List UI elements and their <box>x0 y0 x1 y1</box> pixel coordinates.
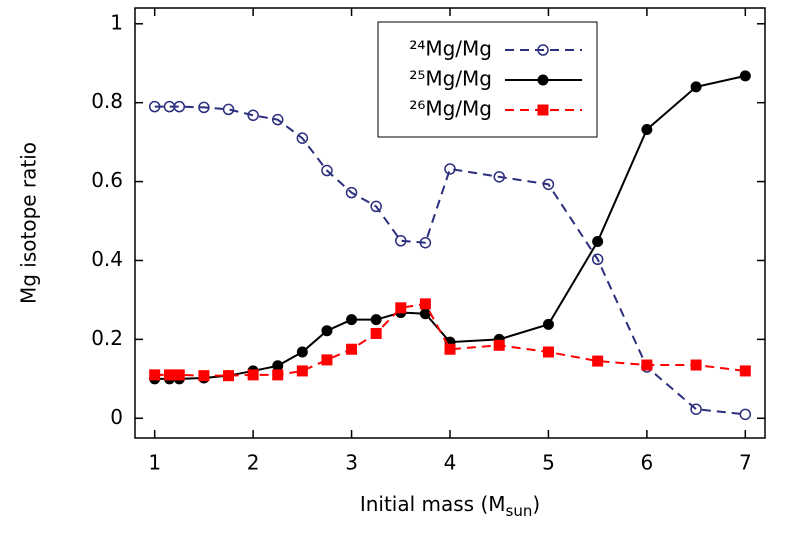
legend-marker <box>537 74 549 86</box>
x-tick-label: 7 <box>739 451 752 475</box>
marker <box>690 81 702 93</box>
marker <box>223 370 235 382</box>
y-axis-label: Mg isotope ratio <box>17 142 41 304</box>
marker <box>247 369 259 381</box>
marker <box>370 327 382 339</box>
marker <box>641 359 653 371</box>
x-tick-label: 5 <box>542 451 555 475</box>
marker <box>444 343 456 355</box>
marker <box>346 314 358 326</box>
y-tick-label: 0.4 <box>91 247 123 271</box>
x-tick-label: 3 <box>345 451 358 475</box>
series-line <box>154 105 746 416</box>
legend-marker <box>537 104 549 116</box>
marker <box>444 163 456 175</box>
marker <box>542 178 555 191</box>
x-tick-label: 2 <box>247 451 260 475</box>
y-tick-label: 0.6 <box>91 168 123 192</box>
marker <box>296 365 308 377</box>
marker <box>173 369 185 381</box>
y-tick-label: 0.8 <box>91 89 123 113</box>
marker <box>247 109 259 122</box>
marker <box>296 346 308 358</box>
marker <box>198 370 210 382</box>
marker <box>370 200 382 213</box>
marker <box>690 403 702 415</box>
marker <box>198 101 210 114</box>
marker <box>419 298 431 310</box>
marker <box>271 113 284 126</box>
marker <box>592 355 604 367</box>
legend-label: ²⁶Mg/Mg <box>409 97 492 121</box>
marker <box>493 171 505 183</box>
marker <box>591 253 604 266</box>
marker <box>148 100 161 113</box>
legend-label: ²⁵Mg/Mg <box>409 67 492 91</box>
marker <box>370 314 382 326</box>
marker <box>493 339 505 351</box>
marker <box>641 124 653 136</box>
legend-label: ²⁴Mg/Mg <box>409 37 492 61</box>
y-tick-label: 1 <box>110 10 123 34</box>
marker <box>321 325 333 337</box>
marker <box>345 186 358 199</box>
marker <box>592 236 604 248</box>
marker <box>321 164 333 177</box>
marker <box>395 235 407 247</box>
marker <box>395 302 407 314</box>
marker <box>542 318 554 330</box>
marker <box>272 360 284 372</box>
marker <box>739 408 752 421</box>
x-axis-label: Initial mass (Msun) <box>360 492 540 520</box>
marker <box>272 369 284 381</box>
marker <box>173 100 186 113</box>
marker <box>296 132 309 144</box>
x-tick-label: 1 <box>148 451 161 475</box>
marker <box>690 359 702 371</box>
y-tick-label: 0.2 <box>91 326 123 350</box>
marker <box>321 354 333 366</box>
marker <box>419 308 431 320</box>
marker <box>149 369 161 381</box>
marker <box>739 365 751 377</box>
marker <box>346 343 358 355</box>
y-tick-label: 0 <box>110 405 123 429</box>
marker <box>419 236 432 249</box>
legend-marker <box>537 44 549 56</box>
marker <box>222 103 235 116</box>
marker <box>163 369 175 381</box>
marker <box>542 346 554 358</box>
marker <box>739 70 751 82</box>
x-tick-label: 4 <box>444 451 457 475</box>
x-tick-label: 6 <box>641 451 654 475</box>
